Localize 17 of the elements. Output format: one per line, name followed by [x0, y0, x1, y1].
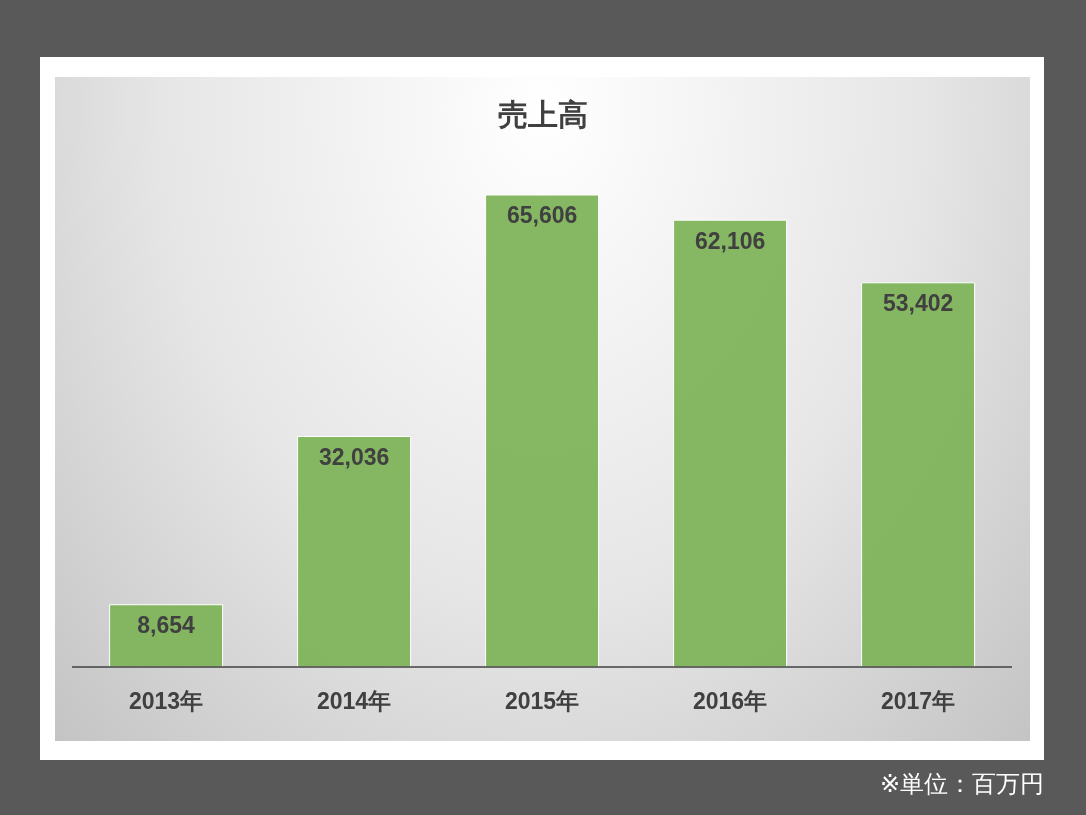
- x-tick-label: 2016年: [692, 688, 768, 715]
- data-label: 8,654: [137, 612, 196, 639]
- data-label: 53,402: [882, 290, 954, 317]
- bar: [485, 195, 600, 667]
- data-label: 32,036: [318, 443, 390, 470]
- x-tick-label: 2017年: [880, 688, 956, 715]
- bar: [297, 436, 412, 667]
- bar: [673, 219, 788, 667]
- chart-title: 売上高: [496, 97, 589, 133]
- data-label: 62,106: [694, 227, 766, 254]
- text: ※単位：百万円: [879, 769, 1044, 799]
- x-tick-label: 2014年: [316, 688, 392, 715]
- x-tick-label: 2013年: [128, 688, 204, 715]
- bar: [861, 282, 976, 667]
- data-label: 65,606: [506, 202, 578, 229]
- x-tick-label: 2015年: [504, 688, 580, 715]
- bar: [109, 604, 224, 667]
